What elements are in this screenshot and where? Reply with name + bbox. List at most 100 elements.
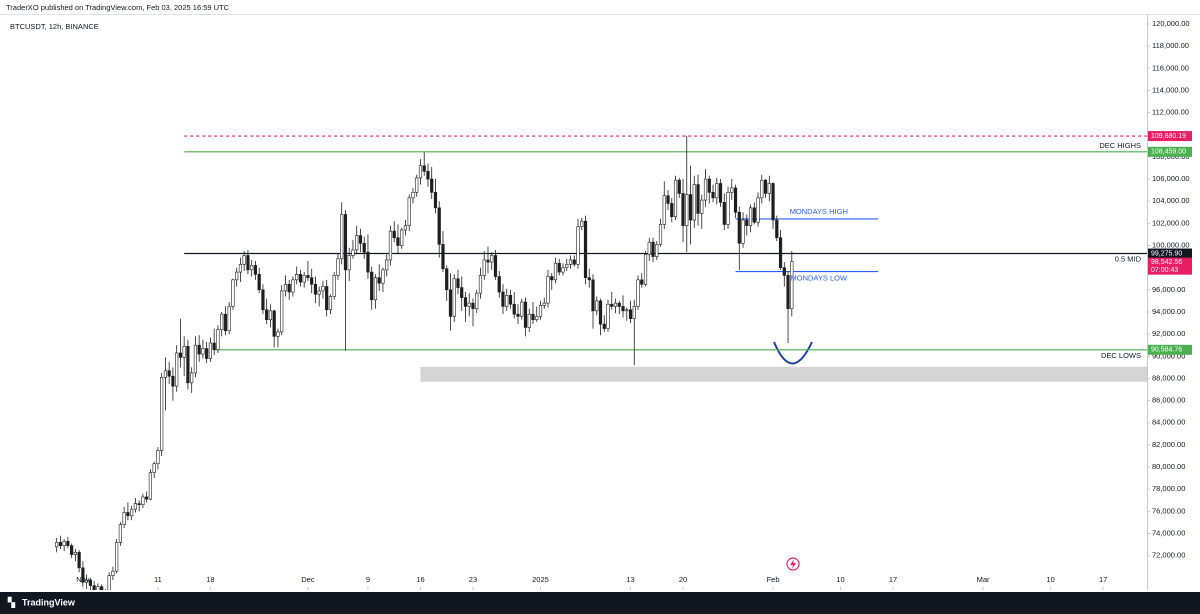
price-tag — [1148, 344, 1192, 355]
candle-body — [576, 226, 580, 265]
candle-body — [235, 271, 239, 281]
level-label: MONDAYS LOW — [791, 274, 848, 283]
candle-body — [490, 255, 494, 263]
candle-body — [163, 370, 168, 378]
candle-body — [598, 300, 603, 325]
annotation-arc — [773, 341, 813, 365]
candle-body — [291, 279, 295, 293]
x-tick-label: 17 — [1099, 575, 1107, 584]
candle-body — [542, 302, 546, 306]
candle-body — [137, 503, 141, 506]
candle-body — [418, 165, 423, 179]
candle-body — [478, 275, 483, 294]
candle-body — [242, 255, 246, 265]
last-price-tag — [1148, 257, 1192, 275]
candle-body — [111, 570, 115, 576]
candle-body — [70, 545, 74, 555]
candle-body — [96, 586, 100, 590]
candle-body — [610, 303, 614, 307]
candle-body — [223, 313, 228, 332]
candle-body — [737, 211, 741, 244]
candle-body — [366, 251, 370, 273]
candle-body — [771, 183, 775, 221]
candle-body — [62, 540, 66, 546]
candle-body — [730, 187, 734, 193]
candle-body — [171, 375, 175, 387]
last-price-label: 98,542.56 — [1151, 259, 1182, 266]
countdown-label: 07:00:43 — [1151, 267, 1178, 274]
candle-body — [302, 275, 306, 283]
candle-body — [643, 254, 648, 285]
candle-body — [572, 259, 576, 265]
candle-body — [561, 267, 565, 273]
overlay: 72,000.00 74,000.00 76,000.00 78,000.00 80,0… — [76, 19, 1192, 590]
y-tick-label: 94,000.00 — [1152, 307, 1185, 316]
candle-body — [662, 195, 666, 225]
candle-body — [565, 264, 569, 268]
candle-body — [253, 265, 258, 275]
candle-body — [115, 542, 119, 572]
candle-body — [343, 214, 348, 271]
candle-body — [141, 496, 145, 506]
candle-body — [407, 197, 411, 226]
y-tick-label: 86,000.00 — [1152, 396, 1185, 405]
candle-body — [733, 187, 738, 213]
y-tick-label: 100,000.00 — [1152, 240, 1190, 249]
candle-body — [651, 241, 655, 257]
x-tick-label: Dec — [301, 575, 315, 584]
candle-body — [647, 241, 651, 255]
x-tick-label: Feb — [767, 575, 780, 584]
candle-body — [430, 178, 434, 193]
candle-body — [377, 277, 381, 284]
candle-body — [471, 302, 475, 309]
x-tick-label: 13 — [626, 575, 634, 584]
candle-body — [621, 306, 625, 312]
candle-body — [508, 295, 513, 305]
candle-body — [437, 207, 441, 245]
y-tick-label: 114,000.00 — [1152, 85, 1189, 94]
brand-logo: ▚ — [7, 596, 16, 608]
candle-body — [505, 295, 509, 307]
candle-body — [272, 310, 276, 337]
candle-body — [160, 377, 164, 451]
candle-body — [373, 277, 378, 301]
candle-body — [568, 259, 573, 265]
candle-body — [220, 313, 224, 330]
candle-body — [527, 313, 531, 328]
candle-body — [73, 552, 77, 555]
candle-body — [276, 331, 280, 337]
candle-body — [212, 342, 216, 350]
candle-body — [767, 183, 771, 194]
candle-body — [700, 199, 704, 214]
candle-body — [201, 348, 205, 355]
candle-body — [178, 352, 183, 358]
candle-body — [681, 193, 685, 226]
candle-body — [535, 316, 539, 321]
y-tick-label: 84,000.00 — [1152, 418, 1185, 427]
y-tick-label: 106,000.00 — [1152, 174, 1190, 183]
candle-body — [520, 301, 524, 317]
candle-body — [321, 286, 325, 292]
candle-body — [640, 279, 644, 285]
candle-body — [152, 463, 156, 473]
candle-body — [107, 575, 111, 590]
candle-body — [351, 249, 355, 256]
candle-body — [310, 277, 314, 285]
y-tick-label: 118,000.00 — [1152, 41, 1189, 50]
candle-body — [190, 372, 194, 384]
y-tick-label: 90,000.00 — [1152, 351, 1185, 360]
candle-body — [677, 179, 681, 194]
candle-body — [688, 194, 693, 221]
candle-body — [531, 313, 535, 321]
candle-body — [257, 274, 261, 291]
candle-body — [55, 542, 59, 548]
candle-body — [175, 352, 179, 387]
y-tick-label: 96,000.00 — [1152, 285, 1185, 294]
y-tick-label: 82,000.00 — [1152, 440, 1185, 449]
candle-body — [186, 346, 190, 384]
candle-body — [298, 274, 303, 283]
candle-body — [467, 302, 471, 307]
candle-body — [715, 183, 719, 199]
candle-body — [415, 177, 419, 193]
y-tick-label: 88,000.00 — [1152, 373, 1185, 382]
